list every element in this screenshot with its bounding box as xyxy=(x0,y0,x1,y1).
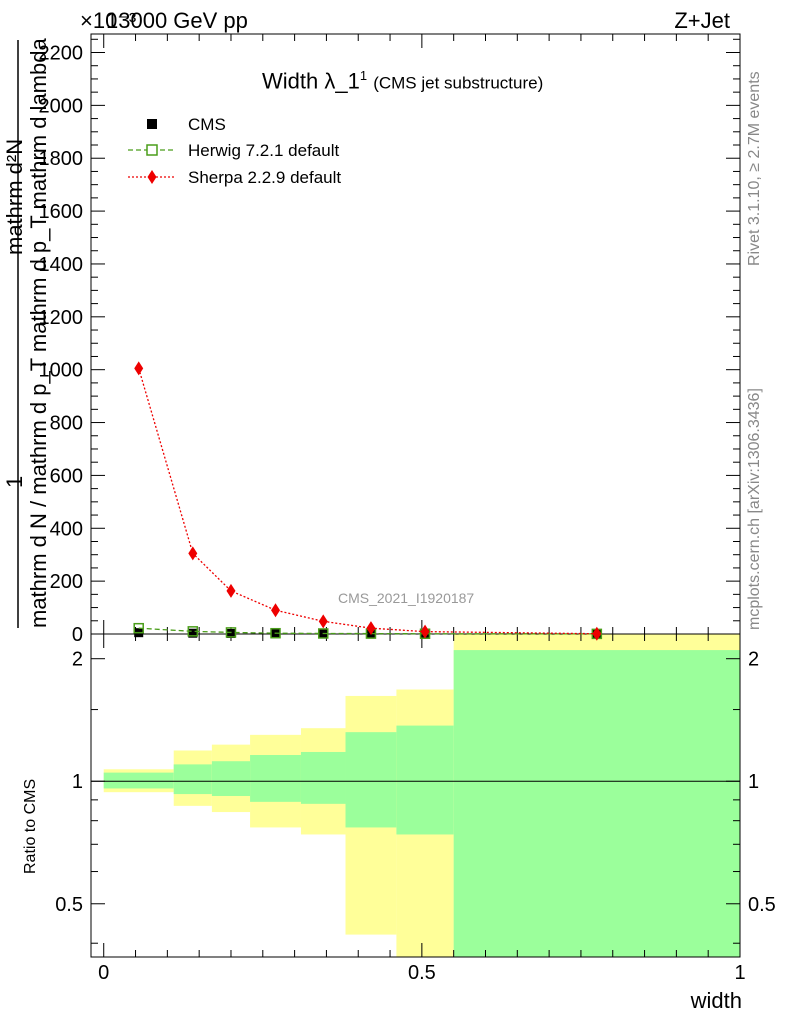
ratio-y-tick-label: 0.5 xyxy=(55,894,83,916)
side-label-mcplots: mcplots.cern.ch [arXiv:1306.3436] xyxy=(746,388,763,630)
series-line-1 xyxy=(138,627,597,635)
sherpa-point-2 xyxy=(226,583,236,598)
herwig-point-0 xyxy=(133,622,144,634)
side-label-rivet: Rivet 3.1.10, ≥ 2.7M events xyxy=(746,71,763,266)
main-y-tick-label: 1200 xyxy=(39,307,84,329)
header-process: 13000 GeV pp xyxy=(106,8,248,33)
main-y-tick-label: 800 xyxy=(50,413,83,435)
herwig-point-3 xyxy=(270,627,281,639)
ratio-stat-band-3 xyxy=(250,755,301,802)
ratio-stat-band-6 xyxy=(396,725,454,835)
cms-point-1 xyxy=(188,628,198,638)
sherpa-point-3 xyxy=(271,603,281,618)
main-y-tick-label: 1000 xyxy=(39,360,84,382)
y-label-denominator: mathrm d N / mathrm d p_T mathrm d p_T m… xyxy=(26,38,51,628)
sherpa-point-4 xyxy=(318,614,328,629)
ratio-stat-band-5 xyxy=(345,732,397,828)
ratio-stat-band-4 xyxy=(300,751,346,804)
ratio-y-tick-label: 2 xyxy=(72,649,83,671)
main-y-tick-label: 1800 xyxy=(39,148,84,170)
main-y-tick-label: 0 xyxy=(72,624,83,646)
series-line-2 xyxy=(138,368,597,635)
herwig-point-1 xyxy=(187,626,199,637)
main-y-tick-label: 2200 xyxy=(39,43,84,65)
legend-label-0: CMS xyxy=(188,115,226,134)
header-channel: Z+Jet xyxy=(674,8,730,33)
main-y-tick-label: 1400 xyxy=(39,254,84,276)
title-sup: 1 xyxy=(359,68,368,83)
main-y-tick-label: 400 xyxy=(50,518,83,540)
herwig-point-4 xyxy=(317,628,329,639)
main-y-tick-label: 1600 xyxy=(39,201,84,223)
y-label-numerator: 1 xyxy=(2,475,27,488)
ratio-x-tick-label: 1 xyxy=(734,962,745,984)
main-title: Width λ_11 (CMS jet substructure) xyxy=(262,68,543,94)
title-text: Width λ_1 xyxy=(262,68,360,94)
legend-marker-herwig xyxy=(146,144,158,156)
ratio-y-tick-label-right: 0.5 xyxy=(748,894,776,916)
ratio-x-tick-label: 0 xyxy=(98,962,109,984)
cms-point-2 xyxy=(226,628,236,638)
legend-label-2: Sherpa 2.2.9 default xyxy=(188,168,341,187)
subtitle-text: (CMS jet substructure) xyxy=(373,73,544,93)
main-y-tick-label: 200 xyxy=(50,571,83,593)
ratio-stat-band-1 xyxy=(173,764,212,795)
watermark: CMS_2021_I1920187 xyxy=(338,590,475,606)
legend-label-1: Herwig 7.2.1 default xyxy=(188,141,339,160)
ratio-y-tick-label-right: 1 xyxy=(748,771,759,793)
legend-marker-cms xyxy=(147,119,157,129)
ratio-x-tick-label: 0.5 xyxy=(408,962,436,984)
ratio-y-label: Ratio to CMS xyxy=(22,778,39,874)
herwig-point-2 xyxy=(225,627,237,638)
y-label-numerator2: mathrm d²N xyxy=(2,138,27,255)
ratio-y-tick-label: 1 xyxy=(72,771,83,793)
ratio-y-tick-label-right: 2 xyxy=(748,649,759,671)
ratio-stat-band-7 xyxy=(453,650,740,957)
sherpa-point-5 xyxy=(366,621,376,636)
sherpa-point-1 xyxy=(188,546,198,561)
main-y-tick-label: 2000 xyxy=(39,95,84,117)
ratio-stat-band-2 xyxy=(211,761,251,796)
sherpa-point-6 xyxy=(420,624,430,639)
main-y-tick-label: 600 xyxy=(50,465,83,487)
x-axis-label: width xyxy=(690,988,742,1013)
ratio-stat-band-0 xyxy=(103,772,174,789)
legend-marker-sherpa xyxy=(147,170,157,184)
sherpa-point-0 xyxy=(134,361,144,376)
sherpa-point-7 xyxy=(592,626,602,641)
header-exponent: ×10⁻³ xyxy=(80,8,137,33)
